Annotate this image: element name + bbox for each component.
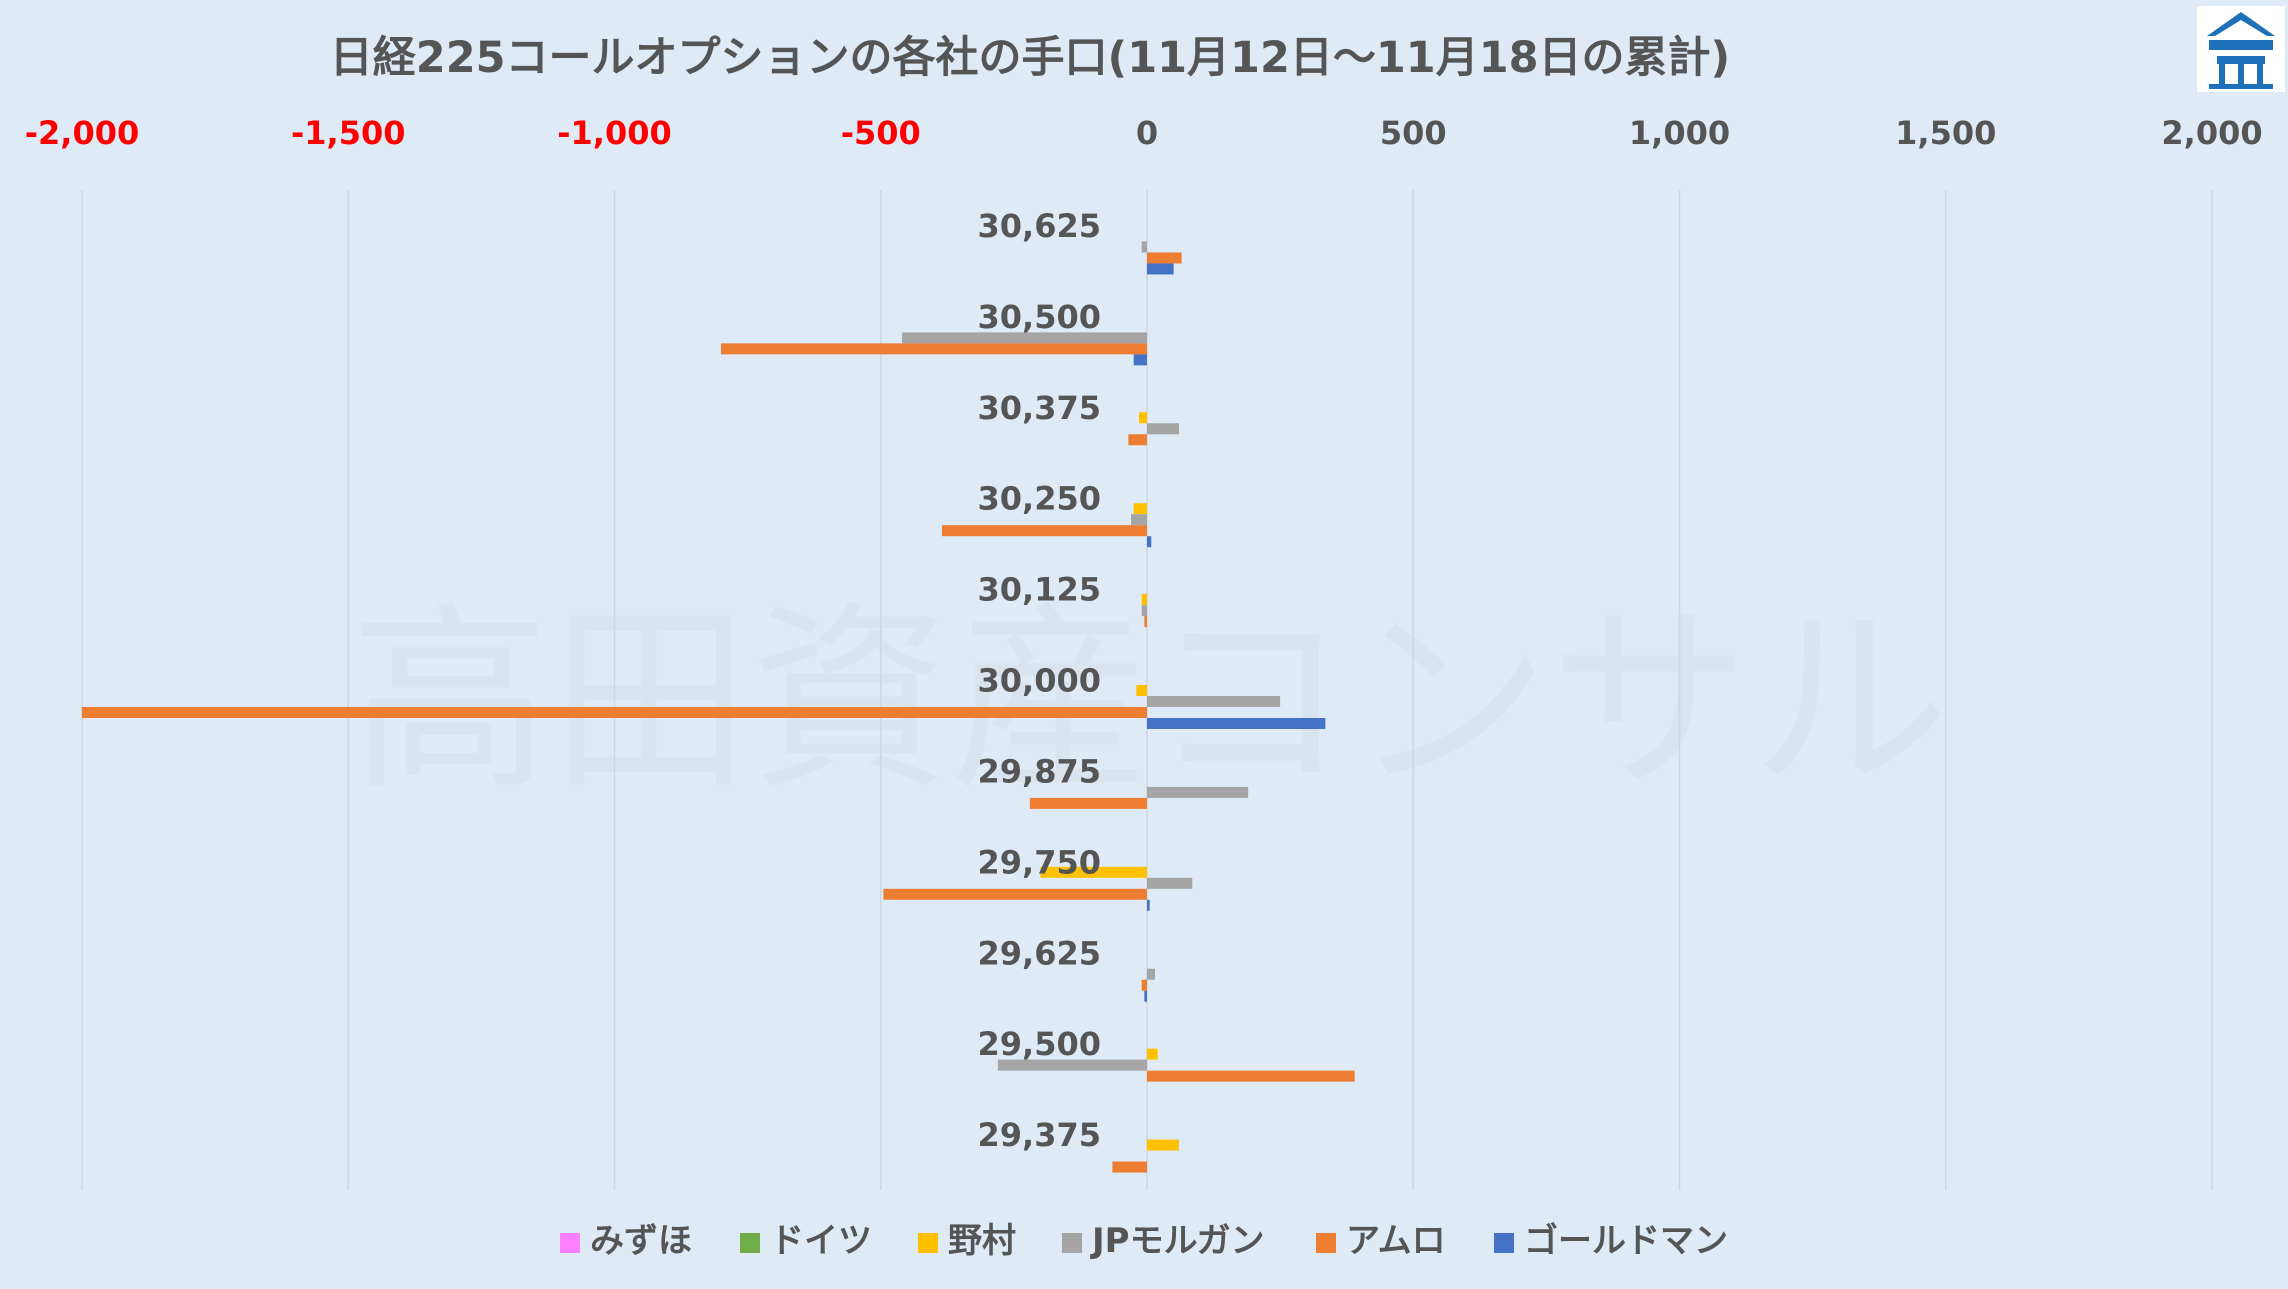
x-tick-label: 2,000 bbox=[2161, 114, 2262, 152]
category-label: 29,750 bbox=[978, 843, 1101, 881]
bar-アムロ-29,500 bbox=[1147, 1070, 1355, 1082]
legend-swatch bbox=[1316, 1233, 1336, 1253]
x-tick-label: 500 bbox=[1380, 114, 1447, 152]
bar-ゴールドマン-30,625 bbox=[1147, 263, 1174, 275]
bar-JPモルガン-30,625 bbox=[1141, 241, 1147, 253]
legend-label: ドイツ bbox=[770, 1221, 872, 1261]
bar-ゴールドマン-30,250 bbox=[1147, 536, 1152, 548]
category-label: 30,250 bbox=[978, 480, 1101, 518]
legend: みずほ ドイツ 野村 JPモルガン アムロ ゴールドマン bbox=[560, 1221, 1728, 1261]
x-tick-label: 1,500 bbox=[1895, 114, 1996, 152]
company-logo-icon bbox=[2197, 6, 2285, 92]
bar-野村-30,250 bbox=[1133, 503, 1147, 515]
category-label: 29,875 bbox=[978, 752, 1101, 790]
bar-JPモルガン-29,750 bbox=[1147, 877, 1193, 889]
x-tick-label: -1,500 bbox=[291, 114, 406, 152]
bar-JPモルガン-29,875 bbox=[1147, 786, 1249, 798]
x-tick-label: -1,000 bbox=[557, 114, 672, 152]
legend-swatch bbox=[560, 1233, 580, 1253]
bar-JPモルガン-29,500 bbox=[997, 1059, 1147, 1071]
category-label: 30,375 bbox=[978, 389, 1101, 427]
bar-JPモルガン-30,250 bbox=[1131, 514, 1147, 526]
bar-アムロ-29,375 bbox=[1112, 1161, 1147, 1173]
category-label: 30,000 bbox=[978, 662, 1101, 700]
bar-野村-29,500 bbox=[1147, 1048, 1158, 1060]
bar-アムロ-30,375 bbox=[1128, 434, 1147, 446]
bar-ゴールドマン-29,750 bbox=[1147, 899, 1150, 911]
bar-アムロ-29,875 bbox=[1029, 797, 1147, 809]
legend-swatch bbox=[1062, 1233, 1082, 1253]
bar-アムロ-30,125 bbox=[1144, 616, 1147, 628]
bar-ゴールドマン-30,500 bbox=[1133, 354, 1147, 366]
bar-アムロ-29,750 bbox=[883, 888, 1147, 900]
legend-label: みずほ bbox=[590, 1221, 692, 1261]
legend-label: JPモルガン bbox=[1090, 1221, 1265, 1261]
bar-アムロ-29,625 bbox=[1141, 979, 1147, 991]
bar-野村-30,125 bbox=[1141, 594, 1147, 606]
category-label: 29,625 bbox=[978, 934, 1101, 972]
bar-ゴールドマン-30,000 bbox=[1147, 718, 1326, 729]
legend-swatch bbox=[740, 1233, 760, 1253]
x-tick-label: 0 bbox=[1136, 114, 1158, 152]
legend-swatch bbox=[918, 1233, 938, 1253]
x-tick-label: -500 bbox=[841, 114, 921, 152]
bar-JPモルガン-30,000 bbox=[1147, 696, 1281, 707]
category-label: 30,125 bbox=[978, 571, 1101, 609]
category-label: 29,500 bbox=[978, 1025, 1101, 1063]
legend-label: ゴールドマン bbox=[1524, 1221, 1728, 1261]
bar-JPモルガン-30,375 bbox=[1147, 423, 1179, 435]
category-label: 30,500 bbox=[978, 298, 1101, 336]
bar-JPモルガン-29,625 bbox=[1147, 968, 1155, 980]
x-axis-ticks: -2,000 -1,500 -1,000 -500 0 500 1,000 1,500 2,00… bbox=[25, 114, 2263, 152]
bar-アムロ-30,625 bbox=[1147, 252, 1182, 264]
bar-野村-30,000 bbox=[1136, 685, 1147, 696]
legend-label: 野村 bbox=[948, 1221, 1016, 1261]
bar-ゴールドマン-29,625 bbox=[1144, 990, 1147, 1002]
category-label: 30,625 bbox=[978, 207, 1101, 245]
bar-アムロ-30,250 bbox=[941, 525, 1147, 537]
chart-title: 日経225コールオプションの各社の手口(11月12日～11月18日の累計) bbox=[330, 33, 1730, 83]
x-tick-label: -2,000 bbox=[25, 114, 140, 152]
bar-アムロ-30,000 bbox=[82, 707, 1147, 718]
bars bbox=[82, 241, 1355, 1173]
bar-野村-29,750 bbox=[1040, 866, 1147, 878]
bar-アムロ-30,500 bbox=[721, 343, 1147, 355]
legend-swatch bbox=[1494, 1233, 1514, 1253]
bar-JPモルガン-30,500 bbox=[902, 332, 1147, 344]
gridlines bbox=[81, 190, 2213, 1190]
bar-野村-29,375 bbox=[1147, 1139, 1179, 1151]
legend-label: アムロ bbox=[1346, 1221, 1446, 1261]
bar-JPモルガン-30,125 bbox=[1141, 605, 1147, 617]
bar-野村-30,375 bbox=[1139, 412, 1147, 424]
x-tick-label: 1,000 bbox=[1629, 114, 1730, 152]
category-label: 29,375 bbox=[978, 1116, 1101, 1154]
category-labels: 30,625 30,500 30,375 30,250 30,125 30,000 29,8… bbox=[978, 207, 1101, 1154]
